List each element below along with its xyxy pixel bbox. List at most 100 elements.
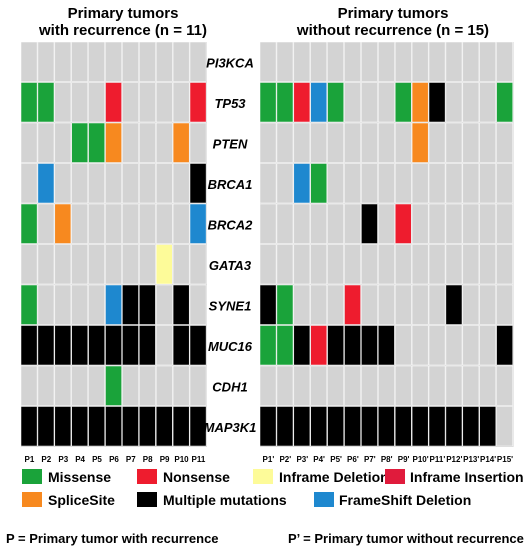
- left-cell-brca1-1: [20, 163, 38, 204]
- left-cell-map3k1-9: [155, 406, 173, 447]
- left-cell-brca2-8: [139, 203, 156, 244]
- left-cell-pten-4: [71, 122, 89, 163]
- right-cell-pten-7: [361, 122, 378, 163]
- right-cell-syne1-7: [361, 284, 378, 325]
- left-cell-muc16-5: [88, 325, 105, 366]
- left-cell-gata3-2: [37, 244, 55, 285]
- right-cell-muc16-12: [445, 325, 463, 366]
- right-cell-pi3kca-5: [327, 41, 344, 82]
- right-cell-brca1-7: [361, 163, 378, 204]
- right-cell-brca2-8: [378, 203, 395, 244]
- right-cell-gata3-10: [411, 244, 429, 285]
- left-cell-gata3-7: [122, 244, 139, 285]
- right-patient-label: P5': [330, 455, 342, 464]
- legend-swatch-splicesite: [22, 492, 42, 507]
- right-cell-pi3kca-13: [462, 41, 480, 82]
- right-cell-brca2-6: [344, 203, 361, 244]
- right-cell-muc16-2: [276, 325, 294, 366]
- right-cell-brca1-2: [276, 163, 294, 204]
- left-cell-map3k1-7: [122, 406, 139, 447]
- right-patient-label: P11': [430, 455, 446, 464]
- right-cell-muc16-10: [411, 325, 429, 366]
- right-patient-label: P10': [413, 455, 429, 464]
- legend-label-multiple-mutations: Multiple mutations: [163, 492, 287, 508]
- gene-label-cdh1: CDH1: [212, 379, 247, 394]
- right-cell-brca1-11: [428, 163, 446, 204]
- right-cell-muc16-9: [394, 325, 412, 366]
- right-cell-brca2-7: [361, 203, 378, 244]
- right-cell-syne1-11: [428, 284, 446, 325]
- left-cell-pten-2: [37, 122, 55, 163]
- left-cell-pi3kca-9: [155, 41, 173, 82]
- right-cell-brca1-13: [462, 163, 480, 204]
- left-cell-tp53-3: [54, 82, 72, 123]
- left-cell-gata3-1: [20, 244, 38, 285]
- right-cell-brca1-15: [496, 163, 513, 204]
- left-cell-cdh1-8: [139, 365, 156, 406]
- right-cell-gata3-8: [378, 244, 395, 285]
- right-cell-syne1-13: [462, 284, 480, 325]
- gene-label-brca2: BRCA2: [208, 217, 254, 232]
- right-cell-syne1-8: [378, 284, 395, 325]
- right-patient-label: P14': [480, 455, 496, 464]
- right-cell-muc16-1: [259, 325, 277, 366]
- left-patient-label: P4: [75, 455, 85, 464]
- left-cell-pten-3: [54, 122, 72, 163]
- left-cell-brca2-9: [155, 203, 173, 244]
- right-cell-brca2-1: [259, 203, 277, 244]
- left-cell-map3k1-5: [88, 406, 105, 447]
- left-cell-brca1-4: [71, 163, 89, 204]
- left-cell-gata3-4: [71, 244, 89, 285]
- left-cell-muc16-9: [155, 325, 173, 366]
- right-cell-brca1-14: [479, 163, 497, 204]
- left-patient-labels: P1 P2 P3 P4 P5 P6 P7 P8 P9 P10 P11: [25, 455, 206, 464]
- right-cell-pi3kca-11: [428, 41, 446, 82]
- right-cell-gata3-9: [394, 244, 412, 285]
- right-cell-brca1-8: [378, 163, 395, 204]
- right-cell-syne1-12: [445, 284, 463, 325]
- right-cell-brca2-11: [428, 203, 446, 244]
- left-cell-cdh1-10: [172, 365, 190, 406]
- left-cell-muc16-1: [20, 325, 38, 366]
- right-cell-brca2-10: [411, 203, 429, 244]
- right-cell-pten-9: [394, 122, 412, 163]
- legend-label-frameshift-deletion: FrameShift Deletion: [339, 492, 471, 508]
- left-cell-brca1-6: [105, 163, 122, 204]
- right-cell-brca1-10: [411, 163, 429, 204]
- left-cell-tp53-11: [189, 82, 207, 123]
- right-cell-gata3-12: [445, 244, 463, 285]
- left-patient-label: P11: [192, 455, 206, 464]
- right-cell-muc16-13: [462, 325, 480, 366]
- left-cell-brca2-7: [122, 203, 139, 244]
- gene-label-pi3kca: PI3KCA: [206, 55, 254, 70]
- right-cell-pten-10: [411, 122, 429, 163]
- left-cell-gata3-5: [88, 244, 105, 285]
- left-cell-brca2-3: [54, 203, 72, 244]
- left-cell-map3k1-11: [189, 406, 207, 447]
- right-cell-map3k1-15: [496, 406, 513, 447]
- left-cell-gata3-6: [105, 244, 122, 285]
- right-cell-gata3-11: [428, 244, 446, 285]
- left-cell-pi3kca-3: [54, 41, 72, 82]
- left-cell-cdh1-4: [71, 365, 89, 406]
- right-cell-gata3-4: [310, 244, 328, 285]
- left-cell-brca1-8: [139, 163, 156, 204]
- left-patient-label: P6: [109, 455, 119, 464]
- left-cell-cdh1-5: [88, 365, 105, 406]
- left-patient-label: P1: [25, 455, 35, 464]
- legend-label-inframe-deletion: Inframe Deletion: [279, 469, 389, 485]
- gene-labels: PI3KCA TP53 PTEN BRCA1 BRCA2 GATA3 SYNE1 MUC16 C…: [204, 55, 257, 434]
- right-patient-label: P7': [364, 455, 376, 464]
- right-title-line1: Primary tumors: [338, 5, 449, 22]
- right-cell-pten-12: [445, 122, 463, 163]
- right-cell-map3k1-4: [310, 406, 328, 447]
- right-patient-label: P15': [497, 455, 513, 464]
- right-cell-brca2-4: [310, 203, 328, 244]
- right-cell-cdh1-8: [378, 365, 395, 406]
- left-cell-syne1-6: [105, 284, 122, 325]
- right-cell-brca2-13: [462, 203, 480, 244]
- gene-label-syne1: SYNE1: [209, 298, 252, 313]
- right-patient-label: P12': [446, 455, 462, 464]
- left-cell-cdh1-7: [122, 365, 139, 406]
